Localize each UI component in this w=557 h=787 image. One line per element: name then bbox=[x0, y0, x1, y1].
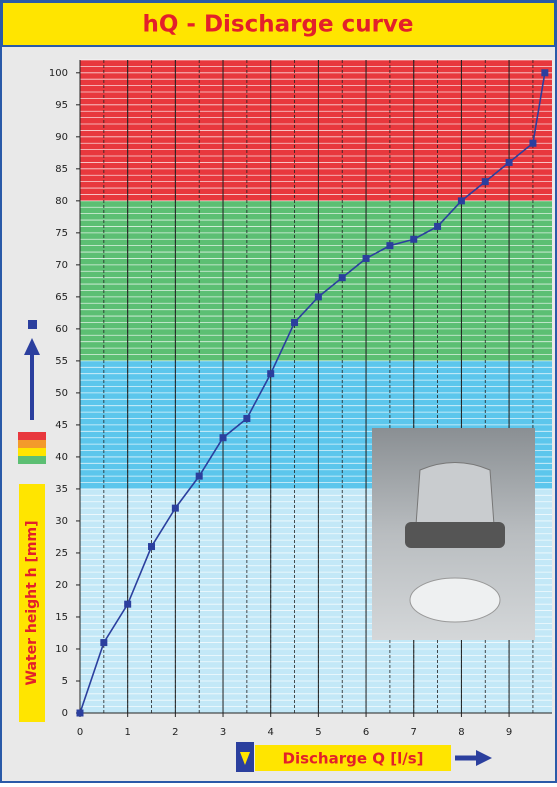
y-tick-label: 55 bbox=[55, 356, 68, 367]
y-label-box bbox=[19, 484, 45, 722]
marker-icon bbox=[28, 320, 37, 329]
data-point bbox=[219, 434, 227, 442]
data-point bbox=[505, 158, 513, 166]
data-point bbox=[541, 69, 549, 77]
band bbox=[80, 200, 552, 361]
y-tick-label: 90 bbox=[55, 132, 68, 143]
legend-stripe bbox=[18, 456, 46, 464]
data-point bbox=[243, 415, 251, 423]
x-label-box bbox=[255, 745, 451, 771]
y-tick-label: 25 bbox=[55, 548, 68, 559]
y-tick-label: 20 bbox=[55, 580, 68, 591]
y-tick-label: 5 bbox=[62, 676, 68, 687]
y-tick-label: 10 bbox=[55, 644, 68, 655]
y-tick-label: 95 bbox=[55, 100, 68, 111]
x-tick-label: 6 bbox=[363, 727, 369, 738]
legend-stripe bbox=[18, 448, 46, 456]
title-bar bbox=[1, 1, 556, 47]
x-tick-label: 0 bbox=[77, 727, 83, 738]
data-point bbox=[434, 222, 442, 230]
data-point bbox=[386, 242, 394, 250]
y-tick-label: 75 bbox=[55, 228, 68, 239]
data-point bbox=[76, 709, 84, 717]
x-tick-label: 7 bbox=[411, 727, 417, 738]
y-tick-label: 40 bbox=[55, 452, 68, 463]
y-tick-label: 30 bbox=[55, 516, 68, 527]
photo-shape bbox=[409, 577, 501, 623]
data-point bbox=[457, 197, 465, 205]
y-tick-label: 60 bbox=[55, 324, 68, 335]
y-tick-label: 15 bbox=[55, 612, 68, 623]
data-point bbox=[410, 235, 418, 243]
data-point bbox=[171, 504, 179, 512]
x-axis-decoration: Discharge Q [l/s] bbox=[236, 742, 492, 772]
y-tick-label: 35 bbox=[55, 484, 68, 495]
x-tick-label: 3 bbox=[220, 727, 226, 738]
x-tick-label: 5 bbox=[315, 727, 321, 738]
data-point bbox=[362, 254, 370, 262]
photo-shape bbox=[405, 522, 505, 548]
y-tick-label: 65 bbox=[55, 292, 68, 303]
data-point bbox=[291, 318, 299, 326]
data-point bbox=[148, 543, 156, 551]
data-point bbox=[481, 178, 489, 186]
y-tick-label: 80 bbox=[55, 196, 68, 207]
data-point bbox=[338, 274, 346, 282]
y-axis-decoration: Water height h [mm] bbox=[18, 320, 46, 722]
data-point bbox=[529, 139, 537, 147]
y-tick-label: 50 bbox=[55, 388, 68, 399]
y-axis-label: Water height h [mm] bbox=[24, 521, 40, 686]
chart-title: hQ - Discharge curve bbox=[142, 12, 413, 38]
x-tick-label: 9 bbox=[506, 727, 512, 738]
x-tick-label: 4 bbox=[268, 727, 274, 738]
photo-inset bbox=[372, 428, 535, 640]
data-point bbox=[314, 293, 322, 301]
photo-shape bbox=[415, 462, 495, 526]
x-tick-label: 2 bbox=[172, 727, 178, 738]
x-tick-label: 1 bbox=[124, 727, 130, 738]
x-axis-label: Discharge Q [l/s] bbox=[283, 750, 424, 768]
legend-stripe bbox=[18, 432, 46, 440]
arrow-head bbox=[476, 750, 492, 766]
y-tick-label: 45 bbox=[55, 420, 68, 431]
arrow-head bbox=[24, 338, 40, 355]
arrow-head bbox=[240, 752, 250, 765]
data-point bbox=[267, 370, 275, 378]
y-tick-label: 0 bbox=[62, 708, 68, 719]
x-tick-label: 8 bbox=[458, 727, 464, 738]
data-point bbox=[195, 472, 203, 480]
y-tick-label: 70 bbox=[55, 260, 68, 271]
data-point bbox=[100, 639, 108, 647]
legend-stripe bbox=[18, 440, 46, 448]
data-point bbox=[124, 600, 132, 608]
y-tick-label: 85 bbox=[55, 164, 68, 175]
y-tick-label: 100 bbox=[49, 68, 68, 79]
